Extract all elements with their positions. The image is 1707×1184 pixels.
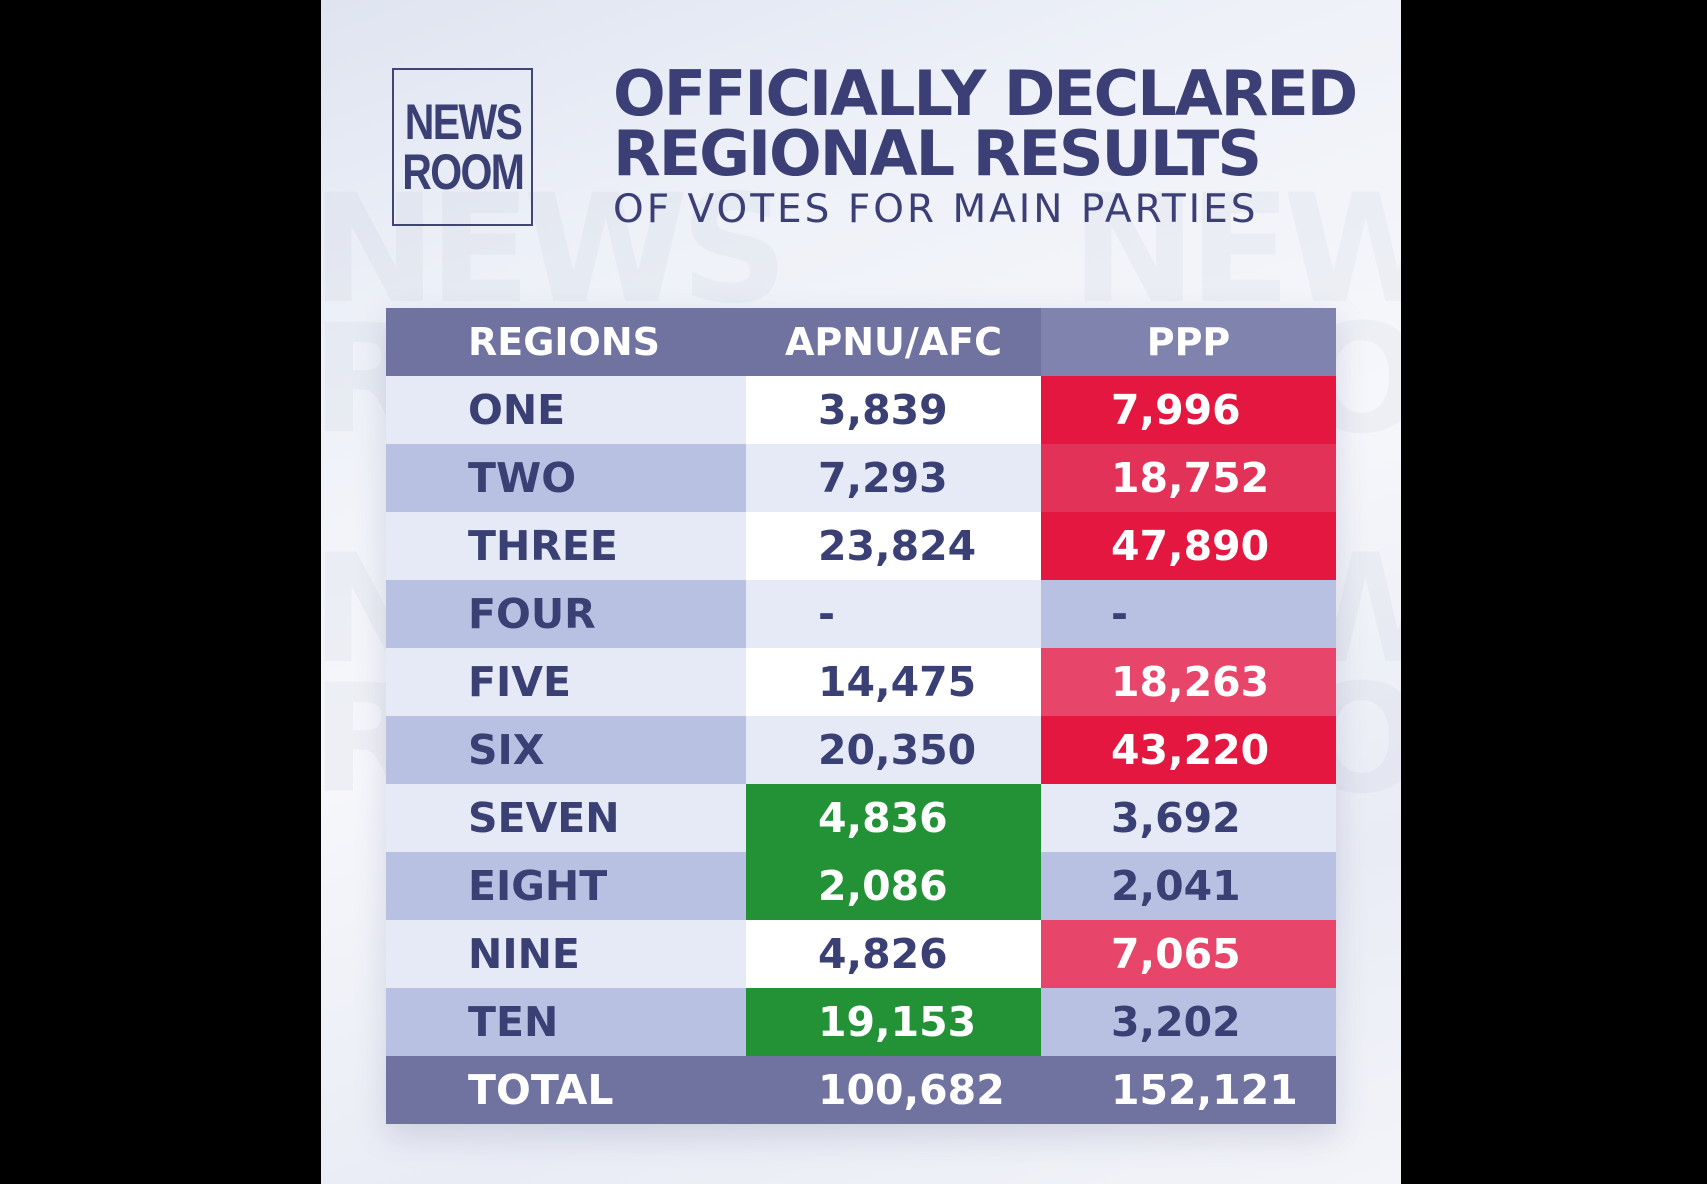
ppp-votes: - [1041,580,1336,648]
ppp-votes: 3,692 [1041,784,1336,852]
ppp-votes: 2,041 [1041,852,1336,920]
table-row: SEVEN 4,836 3,692 [386,784,1336,852]
region-name: FOUR [386,580,746,648]
ppp-votes: 7,996 [1041,376,1336,444]
apnu-votes: 14,475 [746,648,1041,716]
table-row: THREE 23,824 47,890 [386,512,1336,580]
table-row: EIGHT 2,086 2,041 [386,852,1336,920]
table-row: FOUR - - [386,580,1336,648]
region-name: FIVE [386,648,746,716]
table-total-row: TOTAL 100,682 152,121 [386,1056,1336,1124]
ppp-votes: 18,752 [1041,444,1336,512]
total-label: TOTAL [386,1056,746,1124]
table-row: TEN 19,153 3,202 [386,988,1336,1056]
headline-line-2: REGIONAL RESULTS [613,117,1262,190]
apnu-votes: 20,350 [746,716,1041,784]
table-row: TWO 7,293 18,752 [386,444,1336,512]
total-apnu-votes: 100,682 [746,1056,1041,1124]
region-name: EIGHT [386,852,746,920]
header-ppp: PPP [1041,308,1336,376]
region-name: ONE [386,376,746,444]
apnu-votes: 4,826 [746,920,1041,988]
headline: OFFICIALLY DECLARED REGIONAL RESULTS OF … [613,57,1358,234]
logo-line-2: ROOM [402,144,525,200]
headline-line-1: OFFICIALLY DECLARED [613,57,1358,130]
logo-line-1: NEWS [404,94,522,150]
apnu-votes: 23,824 [746,512,1041,580]
apnu-votes: 3,839 [746,376,1041,444]
ppp-votes: 7,065 [1041,920,1336,988]
region-name: NINE [386,920,746,988]
region-name: SEVEN [386,784,746,852]
header-regions: REGIONS [386,308,746,376]
ppp-votes: 47,890 [1041,512,1336,580]
region-name: TEN [386,988,746,1056]
region-name: THREE [386,512,746,580]
table-row: SIX 20,350 43,220 [386,716,1336,784]
results-table: REGIONS APNU/AFC PPP ONE 3,839 7,996 TWO… [386,308,1336,1124]
apnu-votes: 2,086 [746,852,1041,920]
header-apnu-afc: APNU/AFC [746,308,1041,376]
newsroom-logo: NEWS ROOM [392,68,533,226]
region-name: TWO [386,444,746,512]
ppp-votes: 3,202 [1041,988,1336,1056]
apnu-votes: 7,293 [746,444,1041,512]
table-header-row: REGIONS APNU/AFC PPP [386,308,1336,376]
table-row: NINE 4,826 7,065 [386,920,1336,988]
apnu-votes: 4,836 [746,784,1041,852]
table-row: ONE 3,839 7,996 [386,376,1336,444]
apnu-votes: - [746,580,1041,648]
headline-subtitle: OF VOTES FOR MAIN PARTIES [613,187,1259,232]
total-ppp-votes: 152,121 [1041,1056,1336,1124]
table-row: FIVE 14,475 18,263 [386,648,1336,716]
ppp-votes: 43,220 [1041,716,1336,784]
region-name: SIX [386,716,746,784]
ppp-votes: 18,263 [1041,648,1336,716]
apnu-votes: 19,153 [746,988,1041,1056]
